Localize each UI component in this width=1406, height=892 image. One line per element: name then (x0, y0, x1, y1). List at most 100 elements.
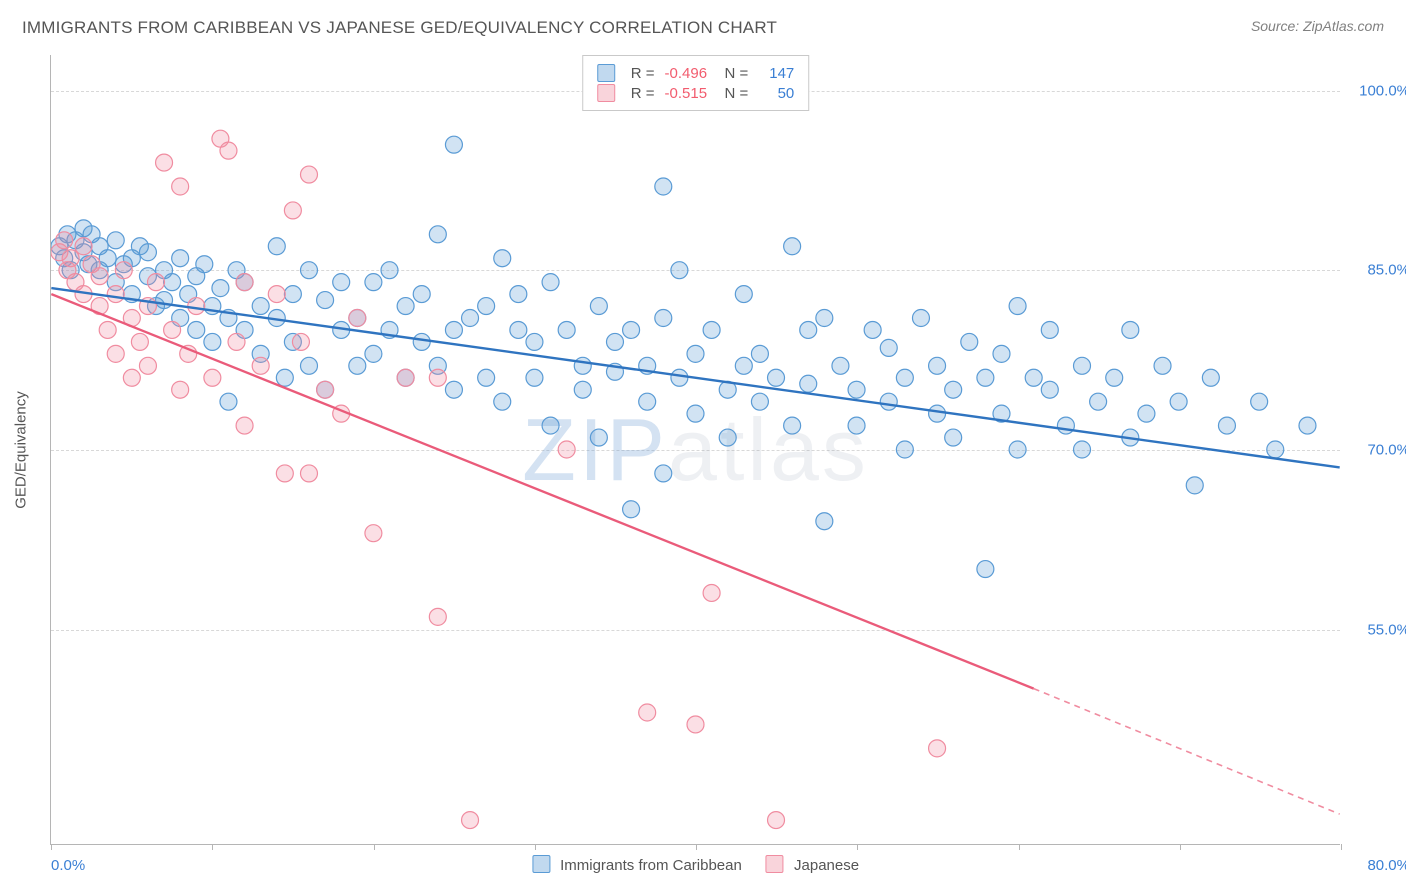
data-point-japanese (929, 740, 946, 757)
data-point-japanese (131, 333, 148, 350)
data-point-japanese (228, 333, 245, 350)
chart-plot-area: GED/Equivalency 55.0%70.0%85.0%100.0% 0.… (50, 55, 1340, 845)
legend-item-caribbean: Immigrants from Caribbean (532, 855, 742, 874)
data-point-caribbean (719, 429, 736, 446)
data-point-caribbean (381, 262, 398, 279)
data-point-caribbean (1090, 393, 1107, 410)
data-point-caribbean (349, 357, 366, 374)
data-point-japanese (462, 812, 479, 829)
data-point-caribbean (164, 274, 181, 291)
data-point-caribbean (1106, 369, 1123, 386)
data-point-caribbean (864, 321, 881, 338)
data-point-caribbean (671, 262, 688, 279)
data-point-japanese (148, 274, 165, 291)
swatch-japanese-icon (766, 855, 784, 873)
x-tick (696, 844, 697, 850)
data-point-caribbean (751, 345, 768, 362)
data-point-caribbean (156, 292, 173, 309)
data-point-japanese (236, 274, 253, 291)
data-point-caribbean (1154, 357, 1171, 374)
data-point-caribbean (526, 369, 543, 386)
data-point-japanese (317, 381, 334, 398)
trend-line-caribbean (51, 288, 1339, 467)
data-point-caribbean (800, 321, 817, 338)
data-point-caribbean (1009, 441, 1026, 458)
swatch-caribbean-icon (532, 855, 550, 873)
data-point-japanese (365, 525, 382, 542)
data-point-japanese (164, 321, 181, 338)
data-point-caribbean (1202, 369, 1219, 386)
data-point-caribbean (703, 321, 720, 338)
data-point-caribbean (1170, 393, 1187, 410)
data-point-caribbean (687, 345, 704, 362)
data-point-caribbean (655, 178, 672, 195)
swatch-caribbean (597, 64, 615, 82)
data-point-caribbean (333, 274, 350, 291)
data-point-japanese (172, 178, 189, 195)
swatch-japanese (597, 84, 615, 102)
data-point-caribbean (687, 405, 704, 422)
data-point-caribbean (735, 286, 752, 303)
y-tick-label: 55.0% (1350, 621, 1406, 638)
data-point-japanese (91, 268, 108, 285)
data-point-caribbean (478, 369, 495, 386)
data-point-caribbean (606, 333, 623, 350)
chart-source: Source: ZipAtlas.com (1251, 18, 1384, 34)
data-point-caribbean (494, 250, 511, 267)
data-point-caribbean (1186, 477, 1203, 494)
data-point-japanese (397, 369, 414, 386)
data-point-caribbean (188, 321, 205, 338)
data-point-japanese (204, 369, 221, 386)
x-tick (535, 844, 536, 850)
data-point-caribbean (413, 286, 430, 303)
data-point-caribbean (655, 310, 672, 327)
data-point-caribbean (284, 286, 301, 303)
data-point-caribbean (993, 345, 1010, 362)
data-point-japanese (56, 232, 73, 249)
x-tick (212, 844, 213, 850)
data-point-caribbean (590, 298, 607, 315)
data-point-caribbean (1074, 441, 1091, 458)
data-point-caribbean (1218, 417, 1235, 434)
data-point-japanese (687, 716, 704, 733)
data-point-caribbean (558, 321, 575, 338)
data-point-caribbean (1267, 441, 1284, 458)
data-point-caribbean (880, 393, 897, 410)
data-point-caribbean (204, 333, 221, 350)
data-point-caribbean (276, 369, 293, 386)
data-point-caribbean (590, 429, 607, 446)
data-point-caribbean (768, 369, 785, 386)
data-point-caribbean (1074, 357, 1091, 374)
data-point-caribbean (365, 274, 382, 291)
data-point-japanese (639, 704, 656, 721)
data-point-caribbean (139, 244, 156, 261)
data-point-caribbean (848, 417, 865, 434)
data-point-caribbean (784, 417, 801, 434)
legend-row-caribbean: R = -0.496 N = 147 (597, 64, 795, 82)
data-point-caribbean (301, 357, 318, 374)
data-point-japanese (188, 298, 205, 315)
data-point-caribbean (445, 321, 462, 338)
data-point-japanese (99, 321, 116, 338)
data-point-caribbean (1041, 381, 1058, 398)
data-point-caribbean (510, 321, 527, 338)
data-point-caribbean (929, 357, 946, 374)
data-point-japanese (301, 465, 318, 482)
n-value-japanese: 50 (758, 85, 794, 102)
data-point-caribbean (961, 333, 978, 350)
data-point-caribbean (945, 429, 962, 446)
data-point-caribbean (494, 393, 511, 410)
chart-title: IMMIGRANTS FROM CARIBBEAN VS JAPANESE GE… (22, 18, 777, 38)
data-point-caribbean (671, 369, 688, 386)
trend-line-dashed-japanese (1034, 689, 1340, 815)
data-point-caribbean (623, 321, 640, 338)
data-point-caribbean (252, 298, 269, 315)
data-point-japanese (123, 369, 140, 386)
data-point-caribbean (1025, 369, 1042, 386)
data-point-caribbean (945, 381, 962, 398)
scatter-svg (51, 55, 1340, 844)
data-point-japanese (349, 310, 366, 327)
x-tick (374, 844, 375, 850)
legend-item-japanese: Japanese (766, 855, 859, 874)
data-point-caribbean (510, 286, 527, 303)
